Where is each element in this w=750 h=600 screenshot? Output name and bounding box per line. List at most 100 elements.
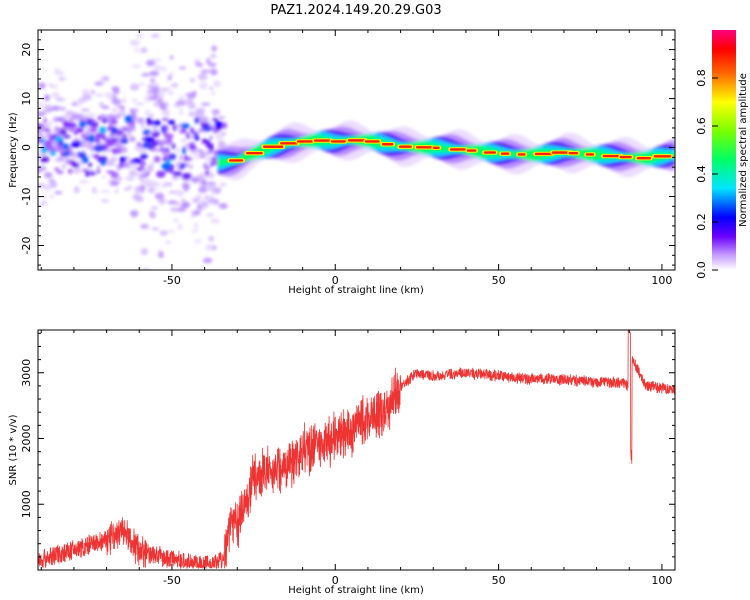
- spectrogram-cell: [135, 195, 144, 203]
- spectrogram-cell: [164, 133, 174, 140]
- spectrogram-cell: [202, 125, 212, 132]
- spectrogram-cell: [132, 39, 141, 45]
- spectrogram-cell: [132, 108, 139, 112]
- spectrogram-ridge-cell: [449, 148, 466, 151]
- spectrogram-cell: [156, 170, 166, 178]
- spectrogram-cell: [74, 138, 80, 141]
- spectrogram-cell: [73, 168, 81, 174]
- spectrogram-cell: [120, 137, 129, 145]
- colorbar-tick-label: 0.4: [695, 165, 708, 183]
- spectrogram-cell: [184, 25, 193, 29]
- spectrogram-cell: [201, 138, 207, 145]
- spectrogram-frame: [37, 29, 676, 271]
- spectrogram-cell: [136, 142, 142, 147]
- spectrogram-cell: [194, 59, 200, 65]
- spectrogram-cell: [192, 209, 201, 216]
- spectrogram-cell: [102, 152, 106, 156]
- spectrogram-cell: [107, 114, 116, 119]
- spectrogram-cell: [38, 101, 44, 108]
- spectrogram-cell: [204, 170, 210, 176]
- spectrogram-cell: [180, 123, 190, 129]
- spectrogram-cell: [50, 139, 56, 145]
- spectrogram-ridge-cell: [551, 151, 573, 154]
- spectrogram-marks: [38, 25, 675, 270]
- spectrogram-cell: [177, 223, 183, 231]
- spectrogram-cell: [122, 162, 130, 167]
- spectrogram-ridge-cell: [432, 146, 440, 149]
- spectrogram-cell: [193, 198, 201, 203]
- spectrogram-cell: [144, 109, 151, 116]
- spectrogram-cell: [150, 78, 156, 83]
- spectrogram-ridge-cell: [568, 151, 579, 155]
- y-tick-label: 1000: [20, 490, 33, 518]
- spectrogram-cell: [115, 105, 125, 108]
- spectrogram-cell: [43, 104, 53, 111]
- spectrogram-cell: [39, 164, 46, 169]
- spectrogram-cell: [81, 155, 89, 164]
- spectrogram-cell: [167, 229, 176, 233]
- spectrogram-cell: [54, 167, 60, 171]
- spectrogram-cell: [104, 92, 114, 99]
- spectrogram-cell: [161, 162, 172, 170]
- spectrogram-cell: [202, 200, 209, 208]
- spectrogram-cell: [40, 156, 50, 163]
- spectrogram-ridge-cell: [483, 151, 497, 154]
- spectrogram-cell: [187, 164, 194, 170]
- spectrogram-cell: [55, 97, 66, 102]
- spectrogram-cell: [150, 114, 154, 118]
- spectrogram-cell: [134, 102, 145, 106]
- snr-frame: [37, 329, 676, 571]
- spectrogram-cell: [207, 197, 216, 204]
- colorbar-tick-label: 0.6: [695, 117, 708, 135]
- spectrogram-cell: [67, 168, 73, 174]
- spectrogram-cell: [114, 188, 120, 194]
- spectrogram-cell: [181, 172, 192, 180]
- y-tick-label: -10: [20, 188, 33, 206]
- spectrogram-cell: [99, 126, 107, 134]
- snr-panel: -50 0 50 100 1000 2000 3000 Height of straight…: [8, 329, 676, 596]
- spectrogram-ridge-cell: [534, 152, 553, 156]
- colorbar-tick-label: 0.2: [695, 213, 708, 231]
- spectrogram-cell: [179, 154, 183, 161]
- spectrogram-cell: [124, 115, 133, 123]
- spectrogram-cell: [160, 87, 170, 91]
- spectrogram-cell: [208, 62, 217, 67]
- spectrogram-cell: [53, 116, 59, 123]
- spectrogram-cell: [194, 116, 200, 124]
- spectrogram-cell: [87, 154, 92, 158]
- x-tick-label: -50: [163, 574, 181, 587]
- spectrogram-cell: [153, 156, 161, 163]
- spectrogram-cell: [141, 73, 150, 77]
- spectrogram-cell: [106, 147, 112, 153]
- spectrogram-cell: [181, 199, 185, 202]
- spectrogram-cell: [186, 132, 190, 140]
- spectrogram-cell: [179, 108, 184, 116]
- spectrogram-cell: [71, 140, 82, 148]
- spectrogram-cell: [209, 135, 213, 141]
- spectrogram-cell: [183, 154, 188, 162]
- spectrogram-cell: [112, 134, 118, 139]
- spectrogram-cell: [78, 180, 89, 184]
- spectrogram-cell: [53, 158, 63, 163]
- spectrogram-cell: [38, 111, 46, 117]
- spectrogram-cell: [214, 120, 223, 129]
- spectrogram-cell: [54, 68, 60, 73]
- spectrogram-cell: [81, 133, 86, 139]
- spectrogram-cell: [150, 180, 157, 188]
- spectrogram-ridge-cell: [517, 153, 526, 156]
- spectrogram-cell: [100, 199, 110, 203]
- spectrogram-ridge-cell: [381, 143, 394, 146]
- spectrogram-cell: [216, 135, 225, 140]
- spectrogram-cell: [129, 83, 140, 91]
- spectrogram-cell: [198, 186, 208, 194]
- spectrogram-cell: [211, 117, 219, 122]
- spectrogram-cell: [43, 94, 51, 102]
- spectrogram-cell: [213, 80, 221, 88]
- spectrogram-cell: [201, 102, 211, 106]
- spectrogram-cell: [158, 250, 164, 259]
- spectrogram-cell: [127, 131, 132, 138]
- snr-series-line: [38, 330, 675, 570]
- spectrogram-cell: [184, 93, 189, 97]
- spectrogram-cell: [210, 193, 215, 197]
- spectrogram-cell: [67, 122, 77, 129]
